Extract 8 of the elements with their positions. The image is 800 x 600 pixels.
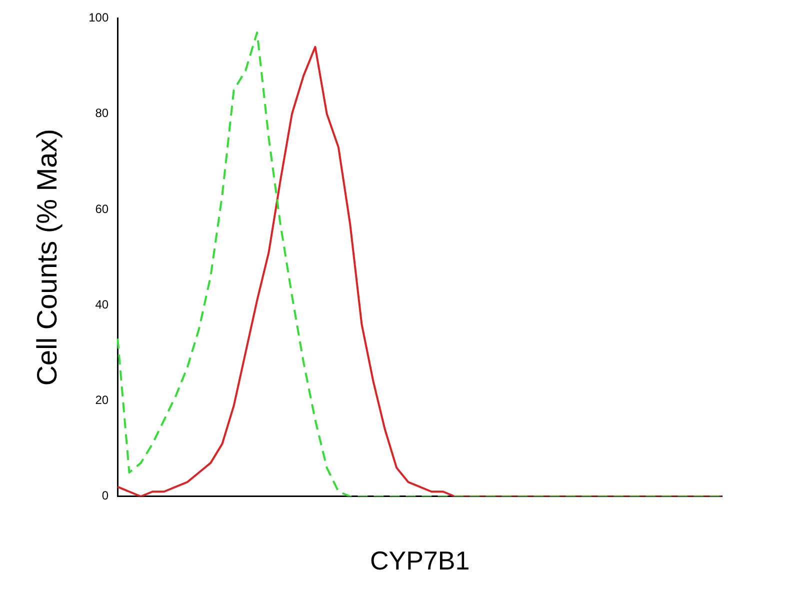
x-axis-title: CYP7B1 xyxy=(370,546,470,576)
y-tick-label: 100 xyxy=(88,10,109,25)
y-tick-label: 40 xyxy=(95,297,109,312)
y-tick-label: 60 xyxy=(95,202,109,216)
y-axis-title: Cell Counts (% Max) xyxy=(32,128,63,386)
y-tick-label: 0 xyxy=(102,488,109,503)
y-tick-label: 20 xyxy=(95,393,109,408)
y-tick-label: 80 xyxy=(95,106,109,120)
